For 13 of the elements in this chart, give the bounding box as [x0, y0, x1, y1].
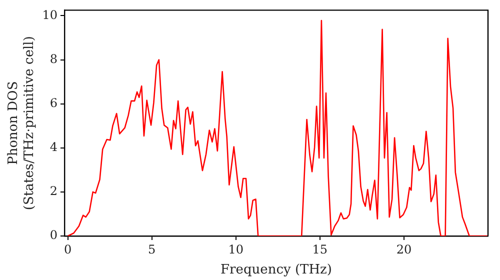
x-tick-label: 20 — [396, 242, 412, 256]
y-axis-title: Phonon DOS (States/THz·primitive cell) — [6, 36, 37, 210]
x-tick-label: 15 — [312, 242, 328, 256]
y-tick-label: 6 — [50, 96, 58, 110]
x-tick-label: 10 — [228, 242, 244, 256]
y-tick-label: 8 — [50, 52, 58, 66]
x-tick-label: 5 — [148, 242, 156, 256]
y-tick-label: 0 — [50, 228, 58, 242]
y-tick-label: 4 — [50, 140, 58, 154]
x-tick-label: 0 — [64, 242, 72, 256]
y-tick-label: 2 — [50, 184, 58, 198]
y-tick-label: 10 — [42, 8, 58, 22]
x-axis-title: Frequency (THz) — [220, 262, 332, 278]
